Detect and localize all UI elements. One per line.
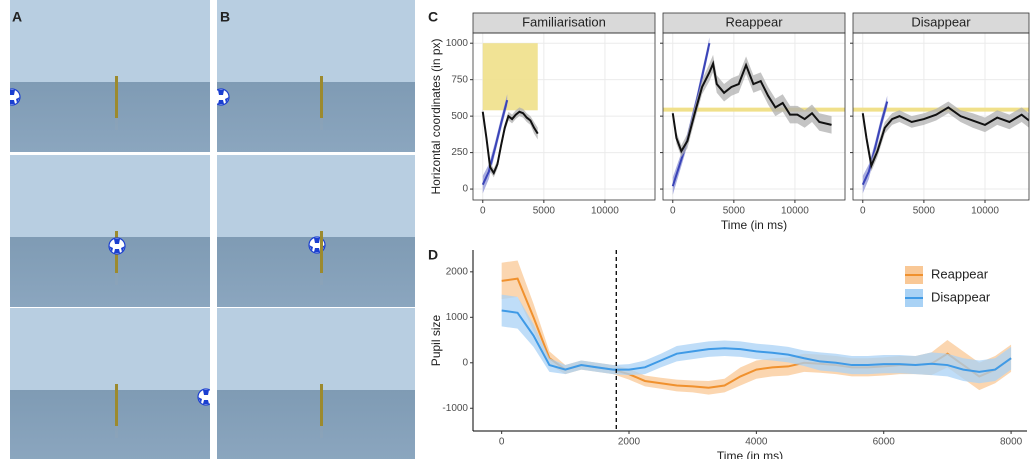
y-tick-label: 0 [462,184,468,195]
y-tick-label: 500 [451,111,468,122]
error-band [672,54,832,157]
legend-label: Disappear [931,289,991,304]
strip-label: Reappear [725,14,783,29]
series-line [501,309,1012,373]
legend-label: Reappear [931,266,989,281]
image-panel-a [10,0,210,459]
y-tick-label: 0 [462,357,468,368]
x-axis-label: Time (in ms) [717,449,783,459]
x-tick-label: 10000 [591,206,619,217]
target-region [482,43,538,111]
y-tick-label: 750 [451,74,468,85]
x-tick-label: 0 [670,206,676,217]
x-tick-label: 10000 [971,206,999,217]
y-axis-label: Horizontal coordinates (in px) [429,38,443,194]
series-line [481,110,539,176]
panel-letter: B [220,9,230,25]
x-tick-label: 5000 [913,206,936,217]
x-tick-label: 10000 [781,206,809,217]
y-tick-label: 2000 [446,266,469,277]
series-line [481,99,509,186]
panel-letter: D [428,247,438,263]
x-tick-label: 0 [480,206,486,217]
y-tick-label: 1000 [446,312,469,323]
x-tick-label: 5000 [723,206,746,217]
x-tick-label: 0 [499,437,505,448]
series-line [861,106,1029,170]
y-tick-label: -1000 [442,403,468,414]
x-tick-label: 4000 [745,437,768,448]
panel-letter: A [12,9,22,25]
strip-label: Disappear [911,14,971,29]
x-axis-label: Time (in ms) [721,218,787,232]
x-tick-label: 0 [860,206,866,217]
y-tick-label: 1000 [446,38,469,49]
strip-label: Familiarisation [522,14,606,29]
x-tick-label: 8000 [1000,437,1023,448]
x-tick-label: 6000 [873,437,896,448]
series-line [861,101,889,186]
error-band [501,294,1012,384]
y-axis-label: Pupil size [429,314,443,366]
x-tick-label: 5000 [533,206,556,217]
panel-letter: C [428,9,438,25]
x-tick-label: 2000 [618,437,641,448]
error-band [482,107,538,178]
y-tick-label: 250 [451,147,468,158]
series-line [671,60,832,154]
image-panel-b [217,0,415,459]
